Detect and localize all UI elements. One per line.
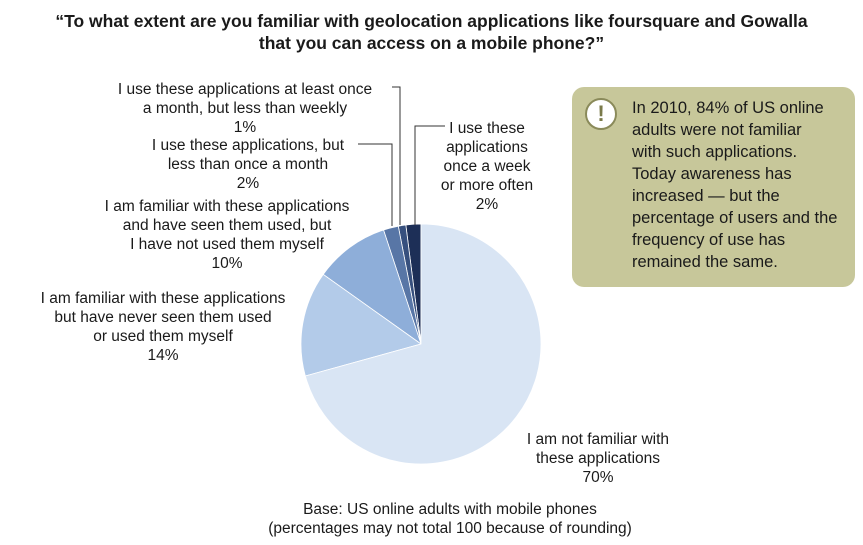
chart-title: “To what extent are you familiar with ge… [0, 10, 863, 54]
leader-line-monthly [392, 86, 401, 225]
callout-line-5: increased — but the [632, 187, 780, 205]
slice-label-seen-not-used-line-3: I have not used them myself [130, 236, 324, 253]
base-note-line-2: (percentages may not total 100 because o… [268, 520, 632, 537]
slice-label-not-familiar-pct: 70% [582, 469, 614, 486]
chart-title-line-1: “To what extent are you familiar with ge… [55, 11, 808, 31]
slice-label-weekly-line-2: applications [446, 139, 528, 156]
pie-slice-not-familiar [304, 223, 542, 465]
chart-title-line-2: that you can access on a mobile phone?” [258, 33, 605, 53]
slice-label-less-monthly-line-1: I use these applications, but [151, 137, 345, 154]
slice-label-seen-not-used-line-2: and have seen them used, but [122, 217, 332, 234]
callout-line-3: with such applications. [632, 143, 798, 161]
base-note-line-1: Base: US online adults with mobile phone… [303, 501, 597, 518]
exclamation-icon: ! [585, 98, 617, 130]
slice-label-less-monthly-line-2: less than once a month [167, 156, 329, 173]
slice-label-less-monthly-pct: 2% [236, 175, 260, 192]
slice-label-not-familiar-line-1: I am not familiar with [526, 431, 670, 448]
slice-label-seen-not-used-pct: 10% [211, 255, 243, 272]
slice-label-less-monthly: I use these applications, but less than … [128, 136, 368, 193]
slice-label-monthly-pct: 1% [233, 119, 257, 136]
slice-label-not-familiar: I am not familiar with these application… [503, 430, 693, 487]
slice-label-monthly: I use these applications at least once a… [90, 80, 400, 137]
slice-label-seen-not-used: I am familiar with these applications an… [72, 197, 382, 273]
slice-label-seen-not-used-line-1: I am familiar with these applications [104, 198, 350, 215]
base-note: Base: US online adults with mobile phone… [170, 500, 730, 538]
slice-label-monthly-line-1: I use these applications at least once [117, 81, 373, 98]
leader-line-weekly [414, 125, 445, 225]
slice-label-not-familiar-line-2: these applications [535, 450, 661, 467]
slice-label-never-seen-line-1: I am familiar with these applications [40, 290, 286, 307]
callout-line-7: frequency of use has [632, 231, 786, 249]
slice-label-never-seen: I am familiar with these applications bu… [8, 289, 318, 365]
slice-label-never-seen-pct: 14% [147, 347, 179, 364]
callout-line-2: adults were not familiar [632, 121, 802, 139]
slice-label-weekly-line-3: once a week [443, 158, 531, 175]
slice-label-never-seen-line-3: or used them myself [93, 328, 233, 345]
callout-line-1: In 2010, 84% of US online [632, 99, 824, 117]
slice-label-monthly-line-2: a month, but less than weekly [142, 100, 348, 117]
callout-line-4: Today awareness has [632, 165, 792, 183]
callout-text: In 2010, 84% of US online adults were no… [632, 97, 854, 273]
leader-line-less-monthly [358, 143, 393, 226]
slice-label-weekly: I use these applications once a week or … [432, 119, 542, 214]
slice-label-weekly-line-1: I use these [449, 120, 525, 137]
callout-box: ! In 2010, 84% of US online adults were … [572, 87, 855, 287]
pie-slice-seen-not-used [322, 229, 422, 346]
callout-line-8: remained the same. [632, 253, 778, 271]
slice-label-weekly-pct: 2% [475, 196, 499, 213]
slice-label-weekly-line-4: or more often [440, 177, 534, 194]
pie-slice-never-seen [300, 273, 422, 377]
callout-line-6: percentage of users and the [632, 209, 838, 227]
slice-label-never-seen-line-2: but have never seen them used [54, 309, 272, 326]
